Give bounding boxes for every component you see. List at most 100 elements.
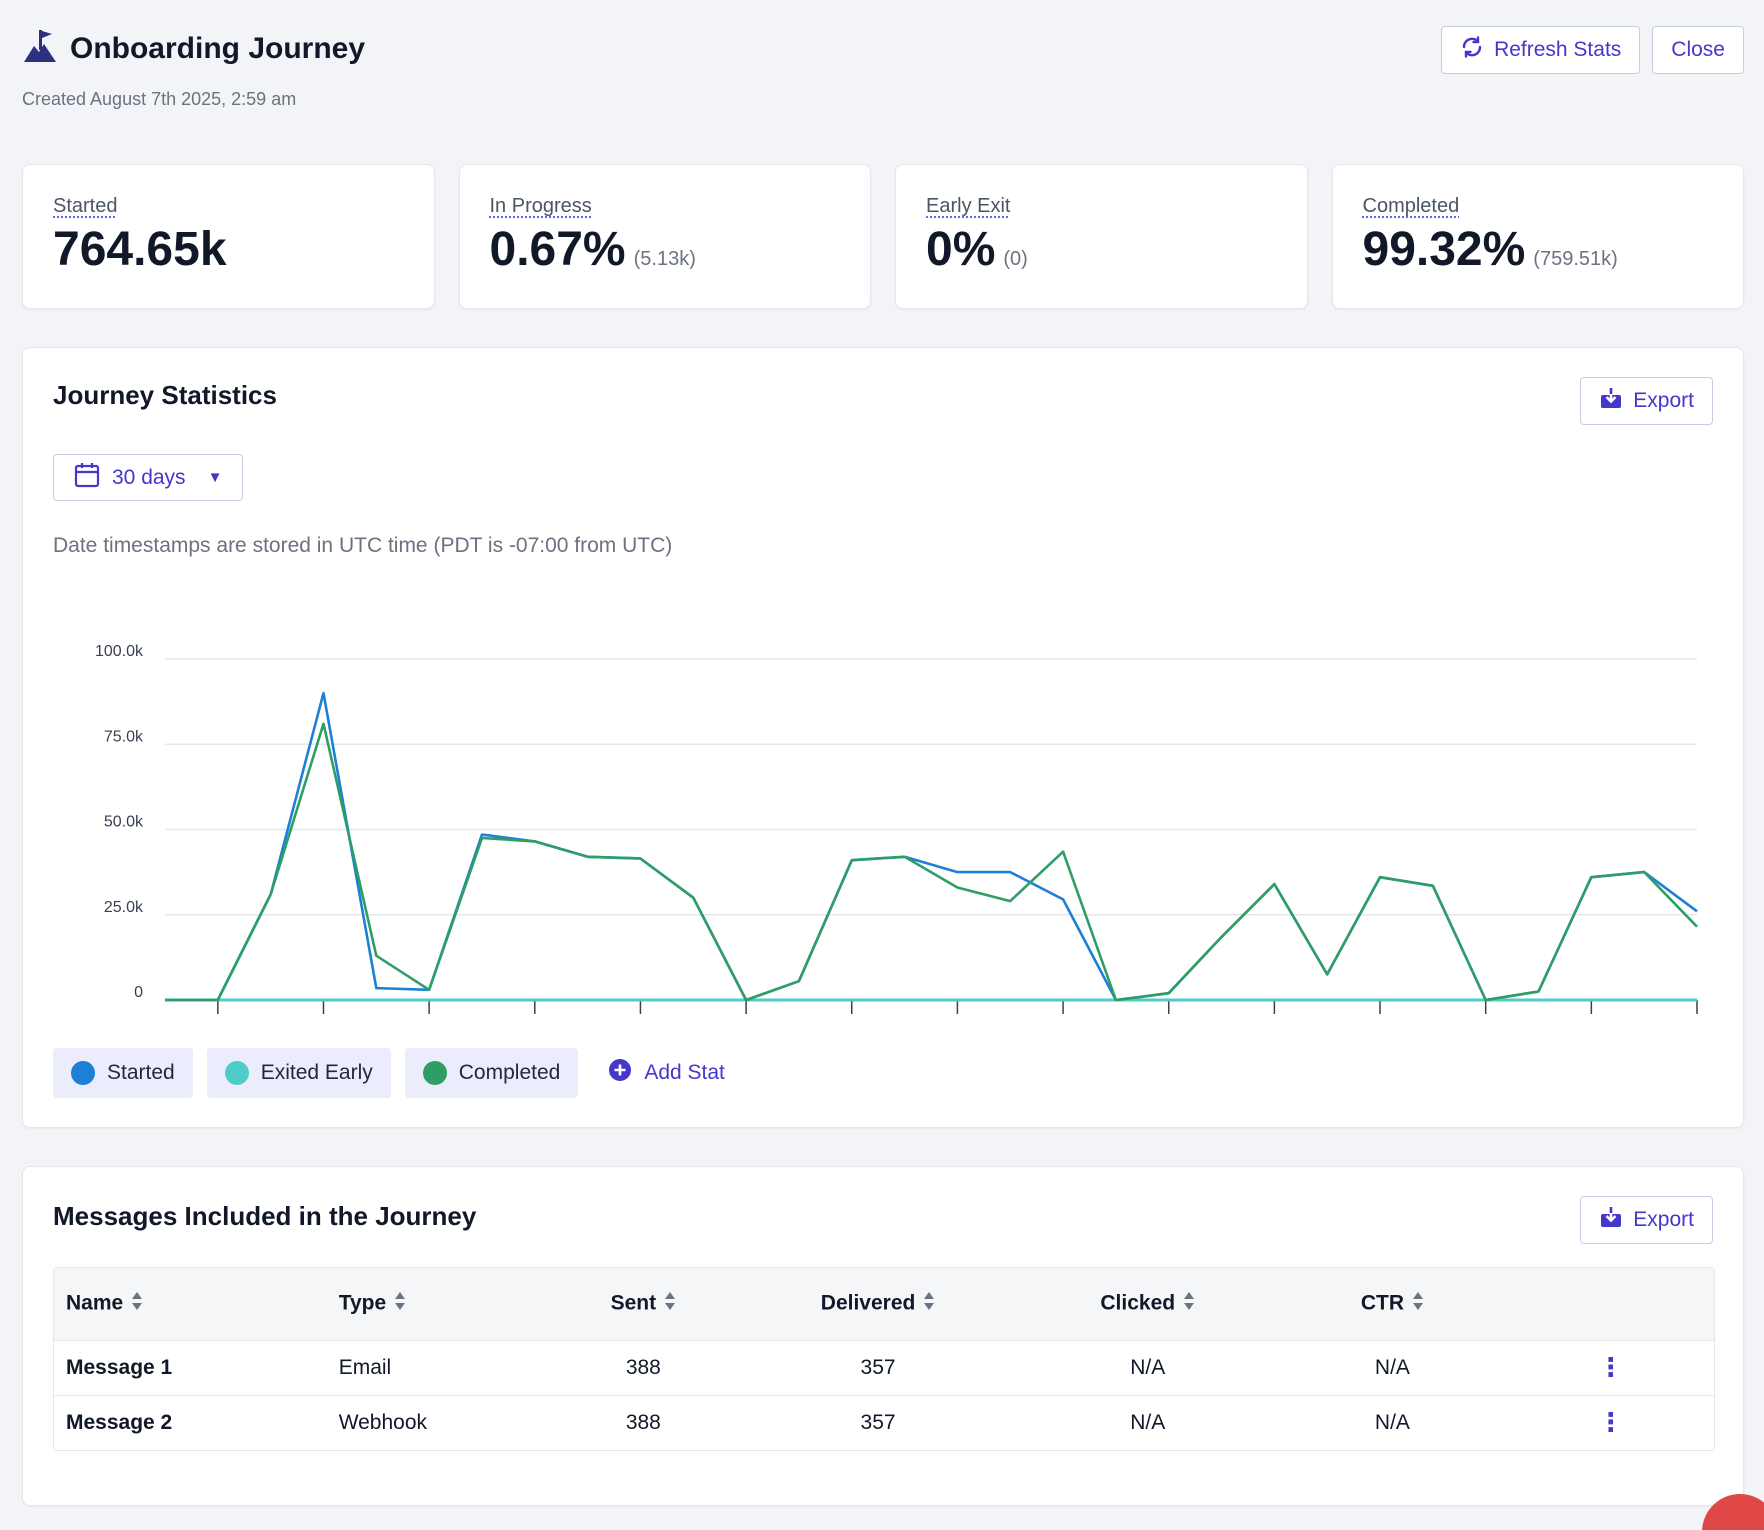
- add-stat-label: Add Stat: [644, 1061, 725, 1084]
- x-tick-label: Sep 3: [1676, 1027, 1713, 1028]
- x-tick-label: Aug 24: [1143, 1027, 1194, 1028]
- download-icon: [1599, 386, 1623, 416]
- series-line-started: [165, 691, 1698, 1002]
- message-name-cell[interactable]: Message 2: [66, 1410, 173, 1434]
- stat-label[interactable]: In Progress: [489, 195, 592, 217]
- add-stat-button[interactable]: Add Stat: [592, 1058, 741, 1088]
- stat-value: 99.32%: [1362, 223, 1526, 276]
- x-tick-label: Aug 16: [721, 1027, 772, 1028]
- legend-item-started[interactable]: Started: [53, 1048, 193, 1098]
- y-tick-label: 100.0k: [95, 643, 144, 660]
- x-tick-label: Aug 8: [303, 1027, 345, 1028]
- message-delivered-cell: 357: [860, 1355, 896, 1379]
- legend-label: Started: [107, 1061, 175, 1084]
- export-label: Export: [1633, 389, 1694, 412]
- legend-item-exited-early[interactable]: Exited Early: [206, 1048, 391, 1098]
- message-name-cell[interactable]: Message 1: [66, 1355, 173, 1379]
- date-range-select[interactable]: 30 days ▼: [53, 454, 244, 501]
- x-tick-label: Aug 12: [509, 1027, 560, 1028]
- x-tick-label: Aug 22: [1038, 1027, 1089, 1028]
- x-tick-label: Aug 10: [404, 1027, 455, 1028]
- stat-subvalue: (759.51k): [1533, 248, 1618, 270]
- x-tick-label: Aug 26: [1249, 1027, 1300, 1028]
- y-tick-label: 0: [134, 984, 143, 1001]
- column-header-delivered[interactable]: Delivered: [738, 1268, 1018, 1340]
- sort-icon: [1183, 1290, 1195, 1318]
- messages-panel: Messages Included in the Journey Export …: [22, 1166, 1744, 1506]
- caret-down-icon: ▼: [207, 469, 223, 486]
- sort-icon: [394, 1290, 406, 1318]
- column-header-type[interactable]: Type: [327, 1268, 549, 1340]
- sort-icon: [923, 1290, 935, 1318]
- stat-label[interactable]: Early Exit: [926, 195, 1011, 217]
- stat-value: 764.65k: [53, 223, 227, 276]
- refresh-icon: [1460, 35, 1484, 65]
- legend-item-completed[interactable]: Completed: [404, 1048, 579, 1098]
- column-header-actions: [1507, 1268, 1714, 1340]
- stat-label[interactable]: Started: [53, 195, 118, 217]
- stat-label[interactable]: Completed: [1362, 195, 1460, 217]
- column-header-ctr[interactable]: CTR: [1278, 1268, 1508, 1340]
- x-tick-label: Aug 6: [197, 1027, 239, 1028]
- journey-statistics-panel: Journey Statistics Export 30 days ▼ Date…: [22, 347, 1744, 1128]
- chart-legend: Started Exited Early Completed Add Stat: [53, 1048, 741, 1098]
- refresh-stats-label: Refresh Stats: [1494, 38, 1622, 61]
- table-row[interactable]: Message 1 Email 388 357 N/A N/A ⋮: [54, 1340, 1714, 1395]
- message-ctr-cell: N/A: [1374, 1410, 1410, 1434]
- table-row[interactable]: Message 2 Webhook 388 357 N/A N/A ⋮: [54, 1395, 1714, 1450]
- message-clicked-cell: N/A: [1130, 1355, 1166, 1379]
- legend-dot: [422, 1061, 447, 1085]
- created-timestamp: Created August 7th 2025, 2:59 am: [22, 89, 297, 109]
- journey-line-chart: 0 25.0k 50.0k 75.0k 100.0k Aug 6 Aug 8 Aug 10 Au…: [95, 643, 1713, 1028]
- legend-dot: [71, 1061, 95, 1085]
- series-line-completed: [165, 722, 1698, 1002]
- y-tick-label: 50.0k: [104, 814, 144, 831]
- stat-card-in-progress: In Progress 0.67% (5.13k): [458, 164, 871, 309]
- x-tick-label: Aug 20: [932, 1027, 983, 1028]
- export-label: Export: [1633, 1208, 1694, 1231]
- refresh-stats-button[interactable]: Refresh Stats: [1441, 26, 1641, 74]
- row-menu-icon[interactable]: ⋮: [1597, 1352, 1624, 1382]
- plus-circle-icon: [608, 1058, 632, 1088]
- y-tick-label: 75.0k: [104, 728, 144, 745]
- message-ctr-cell: N/A: [1374, 1355, 1410, 1379]
- column-header-sent[interactable]: Sent: [548, 1268, 738, 1340]
- header-actions: Refresh Stats Close: [1441, 26, 1744, 74]
- stat-card-completed: Completed 99.32% (759.51k): [1331, 164, 1744, 309]
- download-icon: [1599, 1205, 1623, 1235]
- sort-icon: [1412, 1290, 1424, 1318]
- close-button[interactable]: Close: [1652, 26, 1744, 74]
- x-tick-label: Aug 30: [1460, 1027, 1511, 1028]
- column-header-clicked[interactable]: Clicked: [1018, 1268, 1278, 1340]
- export-messages-button[interactable]: Export: [1580, 1196, 1713, 1244]
- page-header: Onboarding Journey Created August 7th 20…: [22, 28, 365, 110]
- stat-value: 0%: [926, 223, 996, 276]
- export-chart-button[interactable]: Export: [1580, 377, 1713, 425]
- calendar-icon: [74, 462, 100, 494]
- date-range-label: 30 days: [112, 465, 186, 489]
- table-header-row: Name Type Sent Delivered Clicked CTR: [54, 1268, 1714, 1340]
- stat-card-started: Started 764.65k: [22, 164, 435, 309]
- page-title: Onboarding Journey: [70, 31, 366, 65]
- legend-label: Exited Early: [260, 1061, 373, 1084]
- column-header-name[interactable]: Name: [54, 1268, 327, 1340]
- x-tick-label: Aug 14: [615, 1027, 666, 1028]
- row-menu-icon[interactable]: ⋮: [1597, 1407, 1624, 1438]
- sort-icon: [664, 1290, 676, 1318]
- message-clicked-cell: N/A: [1130, 1410, 1166, 1434]
- messages-table: Name Type Sent Delivered Clicked CTR Mes…: [53, 1267, 1715, 1451]
- message-type-cell: Email: [338, 1355, 392, 1379]
- message-type-cell: Webhook: [338, 1410, 428, 1434]
- x-tick-label: Aug 28: [1355, 1027, 1406, 1028]
- stat-subvalue: (0): [1003, 248, 1028, 270]
- x-tick-label: Aug 18: [826, 1027, 877, 1028]
- message-sent-cell: 388: [625, 1410, 661, 1434]
- x-tick-label: Sep 1: [1570, 1027, 1612, 1028]
- stat-subvalue: (5.13k): [633, 248, 696, 270]
- stat-value: 0.67%: [489, 223, 626, 276]
- y-tick-label: 25.0k: [104, 899, 144, 916]
- message-sent-cell: 388: [625, 1355, 661, 1379]
- legend-dot: [224, 1061, 249, 1085]
- journey-flag-icon: [22, 28, 58, 69]
- stat-card-early-exit: Early Exit 0% (0): [895, 164, 1308, 309]
